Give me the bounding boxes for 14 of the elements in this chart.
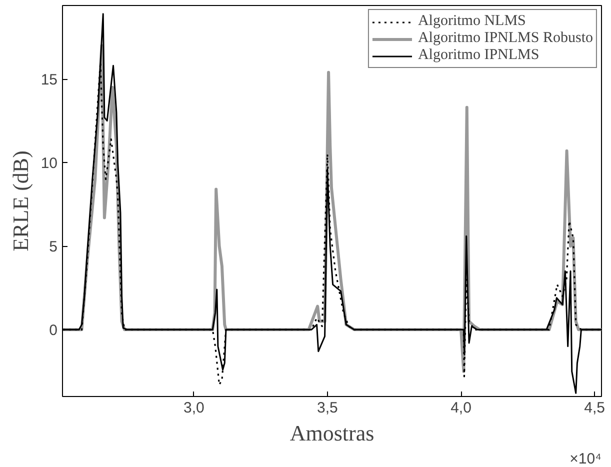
x-tick-label: 4,5 <box>584 400 605 416</box>
text: ×10⁴ <box>570 450 602 467</box>
x-tick-label: 4,0 <box>450 400 472 416</box>
x-tick-label: 3,5 <box>317 400 338 416</box>
y-axis-title: ERLE (dB) <box>8 150 33 252</box>
y-tick-label: 5 <box>49 238 58 256</box>
y-tick-label: 15 <box>40 72 58 89</box>
y-tick-label: 0 <box>49 322 58 340</box>
x-axis-title: Amostras <box>290 420 374 446</box>
legend-label: Algoritmo NLMS <box>418 13 526 30</box>
legend-label: Algoritmo IPNLMS <box>418 47 540 64</box>
y-tick-label: 10 <box>40 155 58 172</box>
x-tick-label: 3,0 <box>183 400 204 416</box>
legend-label: Algoritmo IPNLMS Robusto <box>418 30 593 47</box>
